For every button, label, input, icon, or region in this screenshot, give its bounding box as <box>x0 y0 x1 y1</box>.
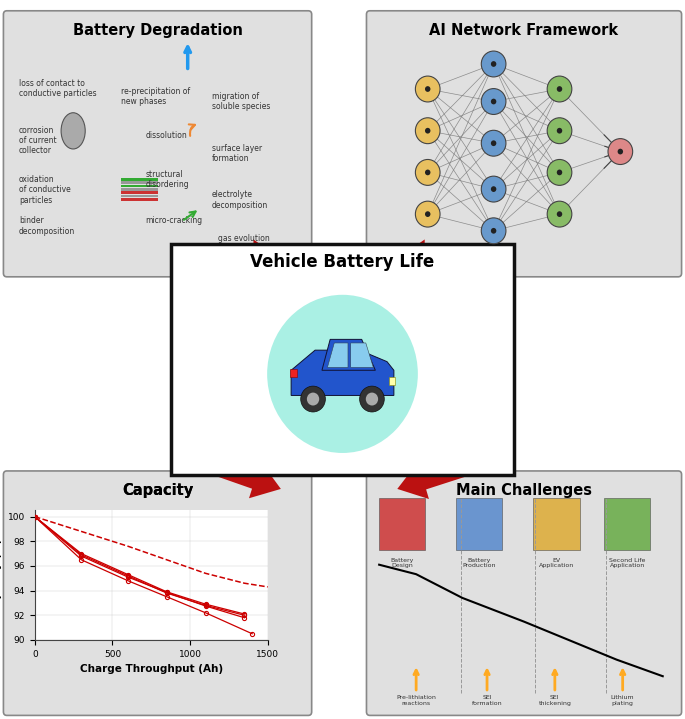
Text: gas evolution: gas evolution <box>218 234 270 244</box>
Text: electrolyte
decomposition: electrolyte decomposition <box>212 191 268 210</box>
Circle shape <box>301 386 325 412</box>
Text: Lithium
plating: Lithium plating <box>611 695 634 705</box>
Circle shape <box>491 186 497 192</box>
Text: SEI
formation: SEI formation <box>472 695 502 705</box>
Bar <box>121 188 158 191</box>
Polygon shape <box>290 369 297 377</box>
Circle shape <box>267 295 418 453</box>
Y-axis label: Capacity (%): Capacity (%) <box>0 538 2 613</box>
Text: oxidation
of conductive
particles: oxidation of conductive particles <box>19 175 71 205</box>
Circle shape <box>366 393 378 406</box>
Bar <box>456 498 503 551</box>
FancyBboxPatch shape <box>3 471 312 715</box>
Circle shape <box>415 76 440 102</box>
Polygon shape <box>389 377 395 385</box>
Text: migration of
soluble species: migration of soluble species <box>212 92 270 111</box>
Bar <box>379 498 425 551</box>
Circle shape <box>415 118 440 144</box>
Circle shape <box>360 386 384 412</box>
Text: Vehicle Battery Life: Vehicle Battery Life <box>251 253 434 271</box>
Text: Battery
Design: Battery Design <box>390 558 414 568</box>
Text: Capacity: Capacity <box>122 483 193 498</box>
Circle shape <box>557 86 562 92</box>
Text: Battery Degradation: Battery Degradation <box>73 23 242 38</box>
Circle shape <box>557 170 562 175</box>
Circle shape <box>557 128 562 134</box>
Text: Capacity: Capacity <box>122 483 193 498</box>
Text: binder
decomposition: binder decomposition <box>19 216 75 236</box>
Text: surface layer
formation: surface layer formation <box>212 144 262 163</box>
Circle shape <box>491 228 497 234</box>
Text: Second Life
Application: Second Life Application <box>609 558 645 568</box>
FancyBboxPatch shape <box>366 471 682 715</box>
Circle shape <box>482 88 506 114</box>
Bar <box>533 498 580 551</box>
Polygon shape <box>291 350 394 395</box>
Text: EV
Application: EV Application <box>539 558 574 568</box>
Circle shape <box>482 51 506 77</box>
Polygon shape <box>327 343 348 367</box>
Circle shape <box>482 218 506 244</box>
FancyArrow shape <box>196 452 281 498</box>
Text: corrosion
of current
collector: corrosion of current collector <box>19 126 57 155</box>
Bar <box>121 178 158 180</box>
Text: AI Network Framework: AI Network Framework <box>429 23 619 38</box>
Circle shape <box>547 201 572 227</box>
FancyArrow shape <box>397 452 489 499</box>
FancyBboxPatch shape <box>3 11 312 277</box>
Text: SEI
thickening: SEI thickening <box>538 695 571 705</box>
Circle shape <box>307 393 319 406</box>
FancyBboxPatch shape <box>171 244 514 475</box>
Text: structural
disordering: structural disordering <box>145 170 189 189</box>
Circle shape <box>557 211 562 217</box>
Circle shape <box>547 118 572 144</box>
Polygon shape <box>351 343 373 367</box>
Bar <box>121 195 158 198</box>
Ellipse shape <box>61 113 85 149</box>
Text: dissolution: dissolution <box>145 131 187 140</box>
Circle shape <box>415 201 440 227</box>
Circle shape <box>547 76 572 102</box>
Bar <box>121 181 158 184</box>
Text: Main Challenges: Main Challenges <box>456 483 592 498</box>
Text: re-precipitation of
new phases: re-precipitation of new phases <box>121 87 190 106</box>
FancyArrow shape <box>199 239 281 278</box>
Circle shape <box>547 160 572 186</box>
Text: Battery
Production: Battery Production <box>462 558 496 568</box>
Circle shape <box>482 176 506 202</box>
Text: Pre-lithiation
reactions: Pre-lithiation reactions <box>396 695 436 705</box>
Circle shape <box>425 86 430 92</box>
FancyArrow shape <box>397 239 486 278</box>
Text: loss of contact to
conductive particles: loss of contact to conductive particles <box>19 79 97 99</box>
Polygon shape <box>322 339 375 370</box>
X-axis label: Charge Throughput (Ah): Charge Throughput (Ah) <box>79 664 223 674</box>
Bar <box>604 498 651 551</box>
Circle shape <box>608 139 633 165</box>
Bar <box>121 185 158 187</box>
Text: micro-cracking: micro-cracking <box>145 216 203 225</box>
Circle shape <box>491 61 497 67</box>
Circle shape <box>491 140 497 146</box>
Circle shape <box>618 149 623 155</box>
Circle shape <box>425 128 430 134</box>
FancyBboxPatch shape <box>366 11 682 277</box>
Circle shape <box>425 211 430 217</box>
Circle shape <box>425 170 430 175</box>
Circle shape <box>482 130 506 156</box>
Circle shape <box>491 99 497 104</box>
Bar <box>121 191 158 194</box>
Bar <box>121 198 158 201</box>
Circle shape <box>415 160 440 186</box>
